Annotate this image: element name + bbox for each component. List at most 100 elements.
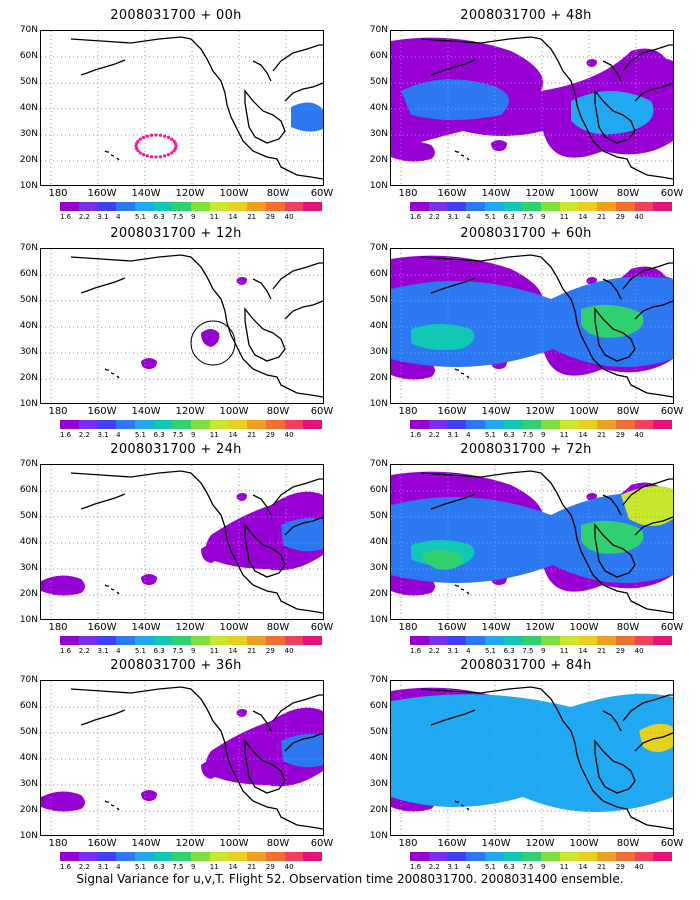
panel-title: 2008031700 + 00h: [110, 8, 242, 23]
longitude-tick-label: 140W: [131, 188, 161, 199]
colorbar-swatch: [410, 420, 429, 429]
colorbar-swatch: [615, 420, 635, 429]
colorbar-label: 7.5: [522, 863, 534, 871]
variance-contour: [236, 493, 247, 501]
colorbar-label: 21: [247, 431, 257, 439]
colorbar-swatch: [265, 636, 285, 645]
colorbar-label: 40: [284, 647, 294, 655]
colorbar-label: 21: [247, 213, 257, 221]
longitude-tick-label: 160W: [87, 622, 117, 633]
coastline: [104, 584, 120, 595]
latitude-tick-label: 70N: [369, 243, 388, 253]
colorbar-swatch: [97, 202, 117, 211]
colorbar-label: 40: [634, 863, 644, 871]
colorbar-label: 11: [209, 647, 219, 655]
colorbar-swatch: [116, 852, 135, 861]
longitude-tick-label: 60W: [660, 838, 684, 849]
map-frame: [390, 30, 674, 186]
colorbar-label: 1.6: [60, 213, 72, 221]
colorbar-labels: 1.6 2.2 3.1 4 5.1 6.3 7.5 9 11 14 21 29 40: [410, 647, 672, 657]
colorbar-swatch: [78, 202, 98, 211]
latitude-tick-label: 70N: [19, 675, 38, 685]
colorbar-swatch: [97, 852, 117, 861]
coastline: [70, 686, 192, 694]
highlight-circle: [190, 320, 236, 366]
coastline: [602, 60, 622, 82]
map-panel: 2008031700 + 60h 70N 60N 50N 40N 30N 20N 10N 180…: [356, 226, 696, 444]
map-frame: [40, 248, 324, 404]
colorbar-label: 5.1: [134, 213, 147, 221]
colorbar-swatch: [228, 420, 248, 429]
colorbar-swatch: [597, 852, 616, 861]
colorbar-label: 21: [597, 431, 607, 439]
coastline: [80, 493, 126, 510]
latitude-tick-label: 30N: [19, 129, 38, 139]
colorbar-label: [653, 213, 672, 223]
flight-track-point: [170, 137, 174, 141]
figure-caption: Signal Variance for u,v,T. Flight 52. Ob…: [76, 872, 624, 886]
colorbar-swatch: [303, 202, 323, 211]
colorbar-label: 29: [615, 647, 625, 655]
colorbar-label: 7.5: [172, 863, 184, 871]
latitude-tick-label: 30N: [369, 129, 388, 139]
colorbar-swatch: [503, 852, 523, 861]
coastline: [104, 368, 120, 379]
coastline: [430, 277, 476, 294]
latitude-tick-label: 40N: [19, 103, 38, 113]
latitude-tick-label: 70N: [19, 459, 38, 469]
map-panel: 2008031700 + 84h 70N 60N 50N 40N 30N 20N 10N 180…: [356, 658, 696, 876]
coastline: [540, 688, 673, 830]
coastline: [634, 732, 673, 752]
latitude-tick-label: 60N: [19, 485, 38, 495]
latitude-tick-label: 40N: [19, 753, 38, 763]
coastline: [594, 307, 636, 362]
coastline: [594, 739, 636, 794]
flight-track-point: [141, 135, 146, 139]
coastline: [540, 256, 673, 398]
longitude-tick-label: 100W: [219, 188, 249, 199]
latitude-tick-label: 50N: [369, 727, 388, 737]
colorbar-label: 6.3: [503, 431, 515, 439]
coastline: [272, 478, 323, 506]
colorbar-swatch: [615, 852, 635, 861]
variance-contour: [141, 790, 157, 801]
colorbar-label: 5.1: [484, 431, 497, 439]
longitude-tick-label: 100W: [569, 838, 599, 849]
colorbar-label: 4: [466, 213, 471, 221]
longitude-tick-label: 160W: [87, 406, 117, 417]
colorbar-label: 2.2: [78, 213, 90, 221]
latitude-tick-label: 60N: [369, 485, 388, 495]
latitude-axis: 70N 60N 50N 40N 30N 20N 10N: [14, 675, 38, 841]
colorbar-swatch: [484, 202, 504, 211]
flight-track-point: [136, 149, 140, 153]
latitude-tick-label: 70N: [369, 675, 388, 685]
colorbar-swatch: [428, 420, 448, 429]
colorbar-swatch: [191, 636, 210, 645]
variance-contour: [141, 358, 157, 369]
longitude-tick-label: 60W: [310, 406, 334, 417]
variance-contour: [491, 140, 507, 151]
latitude-tick-label: 20N: [19, 805, 38, 815]
flight-track-point: [154, 155, 158, 159]
colorbar-label: 21: [597, 863, 607, 871]
colorbar-label: 29: [265, 863, 275, 871]
colorbar-swatch: [559, 852, 579, 861]
colorbar-label: 6.3: [503, 647, 515, 655]
coastline: [454, 800, 470, 811]
longitude-tick-label: 160W: [87, 188, 117, 199]
colorbar-swatch: [247, 420, 266, 429]
colorbar-label: 7.5: [522, 213, 534, 221]
latitude-tick-label: 40N: [369, 321, 388, 331]
panel-title: 2008031700 + 24h: [110, 442, 242, 457]
colorbar-label: 11: [559, 431, 569, 439]
colorbar-label: 40: [284, 213, 294, 221]
longitude-tick-label: 140W: [481, 188, 511, 199]
latitude-tick-label: 40N: [369, 753, 388, 763]
colorbar-swatch: [228, 202, 248, 211]
flight-track-point: [174, 144, 178, 148]
coastline: [602, 278, 622, 300]
colorbar-swatch: [191, 420, 210, 429]
colorbar-swatch: [97, 636, 117, 645]
coastline: [454, 584, 470, 595]
colorbar: [410, 636, 673, 645]
